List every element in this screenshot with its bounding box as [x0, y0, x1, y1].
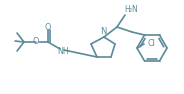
Text: O: O [33, 38, 39, 47]
Text: 2: 2 [129, 8, 132, 13]
Text: N: N [100, 28, 106, 36]
Text: H: H [124, 6, 130, 14]
Text: N: N [131, 6, 137, 14]
Text: Cl: Cl [147, 39, 155, 49]
Text: O: O [45, 22, 51, 31]
Text: NH: NH [57, 47, 69, 55]
